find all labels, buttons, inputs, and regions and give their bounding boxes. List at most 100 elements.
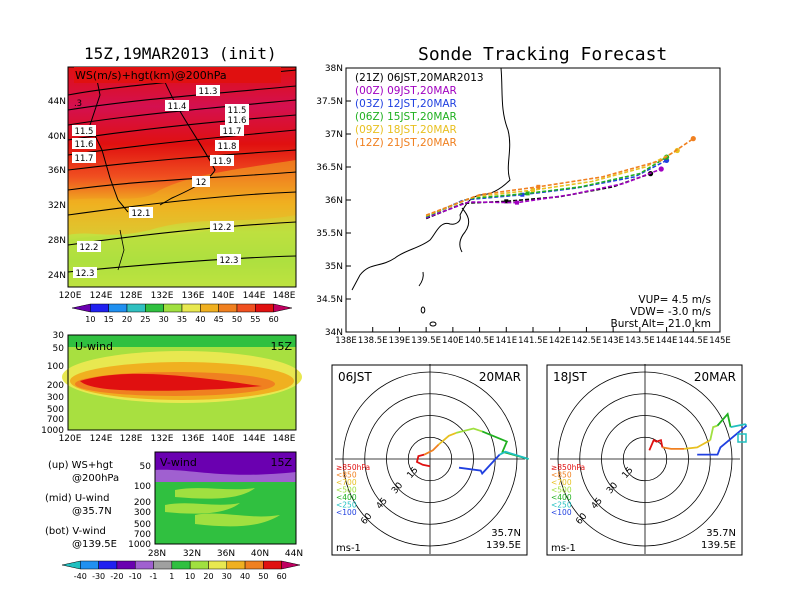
legend-sub: @139.5E [72, 539, 117, 550]
hodograph-trace [684, 439, 711, 450]
run-legend-entry: (21Z) 06JST,20MAR2013 [355, 72, 484, 84]
hodograph-trace [648, 438, 664, 451]
contour-label: 11.8 [218, 142, 237, 152]
pressure-legend-entry: <700 [551, 478, 572, 487]
colorbar-tick: 55 [250, 315, 260, 324]
colorbar-tick: 40 [240, 572, 250, 581]
lat-tick: 32N [183, 549, 201, 559]
run-legend-entry: (03Z) 12JST,20MAR [355, 98, 457, 110]
lat-tick: 38N [325, 64, 343, 74]
track-line [425, 137, 694, 216]
pressure-legend-entry: <400 [551, 493, 572, 502]
lon-tick: 144E [243, 291, 266, 301]
legend-sub: @35.7N [72, 506, 112, 517]
v-wind-label: V-wind [160, 456, 197, 469]
hodograph-trace [455, 427, 483, 434]
p-tick: 100 [134, 482, 151, 492]
vdw-text: VDW= -3.0 m/s [630, 306, 711, 318]
burst-alt-text: Burst Alt= 21.0 km [611, 318, 711, 330]
hodo-unit: ms-1 [336, 543, 361, 554]
pressure-legend-entry: <400 [336, 493, 357, 502]
pressure-legend-entry: <100 [336, 508, 357, 517]
hodo-lat: 35.7N [706, 528, 736, 539]
hodo-lon: 139.5E [701, 540, 736, 551]
run-legend-entry: (12Z) 21JST,20MAR [355, 137, 457, 149]
hodo-time: 18JST [553, 370, 587, 384]
u-wind-time: 15Z [270, 340, 292, 353]
tracking-title: Sonde Tracking Forecast [418, 44, 668, 65]
lon-tick: 120E [59, 434, 82, 444]
lon-tick: 140.5E [465, 336, 495, 346]
lon-tick: 136E [182, 434, 205, 444]
track-marker [525, 191, 530, 196]
lon-tick: 138E [335, 336, 357, 346]
hodo-lat: 35.7N [491, 528, 521, 539]
left-title: 15Z,19MAR2013 (init) [84, 44, 277, 63]
run-legend-entry: (09Z) 18JST,20MAR [355, 124, 457, 136]
pressure-legend-entry: <700 [336, 478, 357, 487]
lon-tick: 140E [212, 434, 235, 444]
hodograph-trace [438, 432, 457, 446]
ws-colorbar: 10 15 20 25 30 35 40 45 50 55 60 [71, 303, 293, 324]
colorbar-tick: 45 [214, 315, 224, 324]
track-marker [520, 192, 525, 197]
hodo-lon: 139.5E [486, 540, 521, 551]
coastline [351, 67, 511, 327]
run-legend: (21Z) 06JST,20MAR2013 (00Z) 09JST,20MAR … [355, 72, 484, 149]
colorbar-tick: -40 [74, 572, 87, 581]
track-line [425, 168, 662, 219]
contour-label: 12 [196, 178, 207, 188]
lon-tick: 148E [273, 434, 296, 444]
hodograph-06jst: 06JST 20MAR 35.7N 139.5E ms-1 15304560≥8… [331, 364, 529, 556]
run-legend-entry: (06Z) 15JST,20MAR [355, 111, 457, 123]
hodo-date: 20MAR [479, 370, 521, 384]
lon-tick: 136E [182, 291, 205, 301]
pressure-legend-entry: ≥850hPa [551, 463, 585, 472]
contour-label: 11.5 [228, 106, 247, 116]
u-wind-panel: U-wind 15Z 30 50 100 200 300 500 700 100… [41, 331, 302, 444]
colorbar-cell [281, 560, 301, 570]
contour-label: 11.6 [228, 116, 247, 126]
hodograph-trace [415, 453, 431, 468]
lat-tick: 36N [48, 166, 66, 176]
hodograph-trace [458, 454, 501, 476]
track-marker [531, 188, 535, 193]
colorbar-tick: 10 [185, 572, 195, 581]
p-tick: 50 [53, 344, 65, 354]
lat-tick: 28N [48, 236, 66, 246]
contour-label: 11.4 [168, 102, 187, 112]
lat-tick: 37.5N [316, 97, 343, 107]
colorbar-tick: -1 [150, 572, 158, 581]
pressure-legend-entry: ≥850hPa [336, 463, 370, 472]
v-wind-time: 15Z [270, 456, 292, 469]
lon-tick: 139.5E [411, 336, 441, 346]
legend-sub: @200hPa [72, 473, 119, 484]
lat-tick: 44N [48, 97, 66, 107]
p-tick: 1000 [128, 540, 151, 550]
ws-map-panel: WS(m/s)+hgt(km)@200hPa 11.3 11.4 11.5 11… [48, 66, 297, 324]
lat-tick: 36.5N [316, 163, 343, 173]
lon-tick: 138.5E [358, 336, 388, 346]
track-endpoint [690, 136, 696, 142]
lon-tick: 140E [212, 291, 235, 301]
track-marker [536, 184, 541, 189]
p-tick: 300 [47, 393, 64, 403]
lon-tick: 142E [549, 336, 571, 346]
colorbar-tick: 60 [277, 572, 287, 581]
lat-tick: 32N [48, 201, 66, 211]
colorbar-tick: 20 [203, 572, 213, 581]
pressure-legend-entry: <500 [551, 486, 572, 495]
v-wind-panel: V-wind 15Z 50 100 200 300 500 700 1000 2… [128, 451, 303, 559]
lat-tick: 40N [251, 549, 269, 559]
lon-tick: 124E [90, 434, 113, 444]
lon-tick: 128E [120, 434, 143, 444]
contour-label: 12.3 [220, 256, 239, 266]
lon-tick: 142.5E [572, 336, 602, 346]
p-tick: 1000 [41, 426, 64, 436]
contour-label: 11.7 [223, 127, 242, 137]
pressure-legend-entry: <500 [336, 486, 357, 495]
p-tick: 700 [47, 415, 64, 425]
contour-label: 12.3 [76, 269, 95, 279]
colorbar-tick: -20 [110, 572, 123, 581]
lon-tick: 143E [602, 336, 624, 346]
